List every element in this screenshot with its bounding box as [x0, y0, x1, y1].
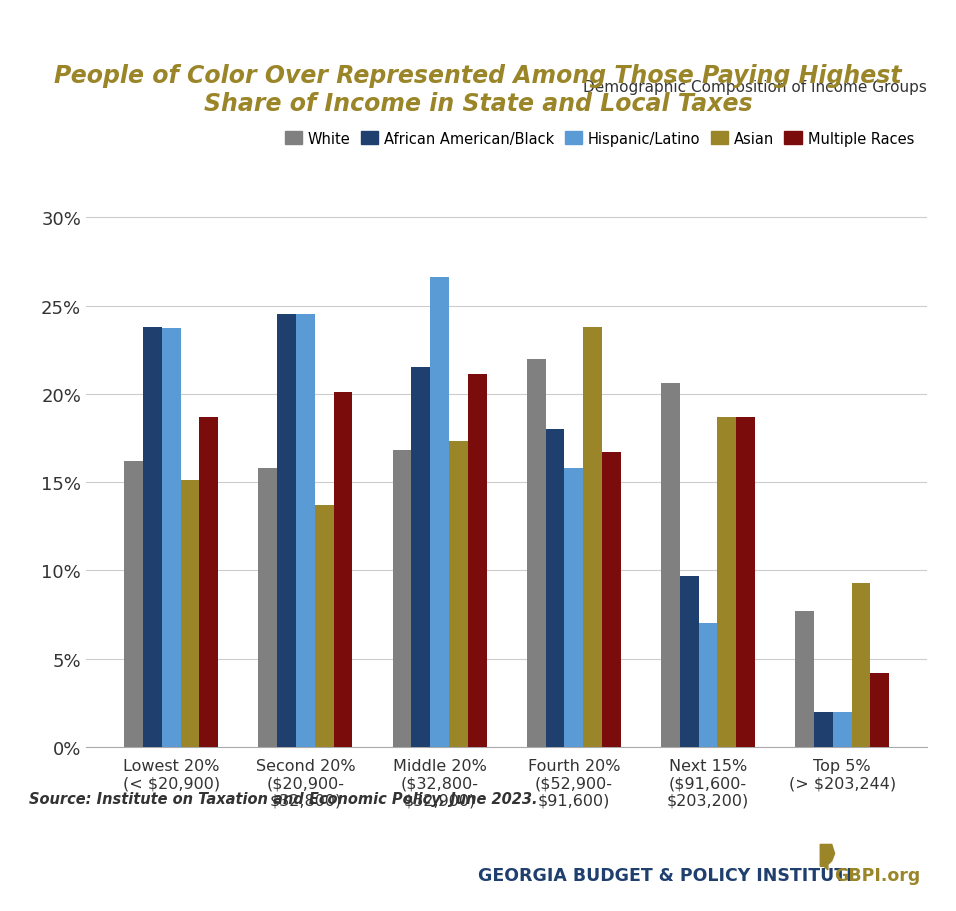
- Bar: [296, 315, 315, 747]
- Bar: [430, 278, 449, 747]
- Text: Demographic Composition of Income Groups: Demographic Composition of Income Groups: [583, 80, 927, 95]
- Bar: [315, 506, 334, 747]
- Text: GBPI.org: GBPI.org: [834, 865, 920, 884]
- Bar: [870, 673, 889, 747]
- Bar: [699, 624, 717, 747]
- Bar: [143, 327, 162, 747]
- Bar: [334, 393, 353, 747]
- Bar: [583, 327, 602, 747]
- Bar: [814, 711, 833, 747]
- Text: GEORGIA BUDGET & POLICY INSTITUTE: GEORGIA BUDGET & POLICY INSTITUTE: [478, 865, 858, 884]
- Bar: [833, 711, 852, 747]
- Bar: [527, 359, 546, 747]
- Bar: [449, 442, 467, 747]
- Bar: [393, 451, 411, 747]
- Bar: [277, 315, 296, 747]
- Bar: [200, 417, 218, 747]
- Legend: White, African American/Black, Hispanic/Latino, Asian, Multiple Races: White, African American/Black, Hispanic/…: [279, 126, 920, 152]
- Bar: [411, 368, 430, 747]
- Bar: [795, 611, 814, 747]
- Bar: [852, 583, 870, 747]
- Bar: [258, 468, 277, 747]
- Bar: [162, 329, 181, 747]
- Bar: [661, 384, 680, 747]
- Bar: [467, 375, 487, 747]
- Bar: [736, 417, 755, 747]
- Bar: [680, 576, 699, 747]
- Text: People of Color Over Represented Among Those Paying Highest
Share of Income in S: People of Color Over Represented Among T…: [54, 64, 902, 116]
- Bar: [602, 453, 620, 747]
- Bar: [564, 468, 583, 747]
- Bar: [717, 417, 736, 747]
- Bar: [546, 430, 564, 747]
- Bar: [124, 461, 143, 747]
- Text: Source: Institute on Taxation and Economic Policy, June 2023.: Source: Institute on Taxation and Econom…: [29, 792, 537, 806]
- Bar: [181, 481, 200, 747]
